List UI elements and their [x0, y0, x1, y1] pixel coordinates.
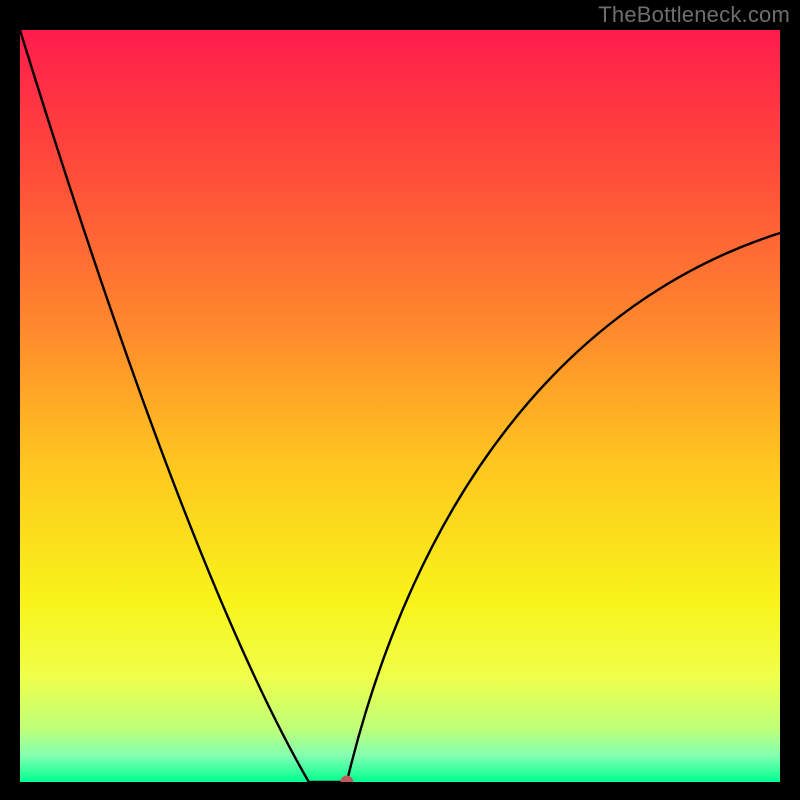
chart-svg [20, 30, 780, 782]
gradient-background [20, 30, 780, 782]
plot-area [20, 30, 780, 782]
chart-container: TheBottleneck.com [0, 0, 800, 800]
watermark-text: TheBottleneck.com [598, 2, 790, 28]
